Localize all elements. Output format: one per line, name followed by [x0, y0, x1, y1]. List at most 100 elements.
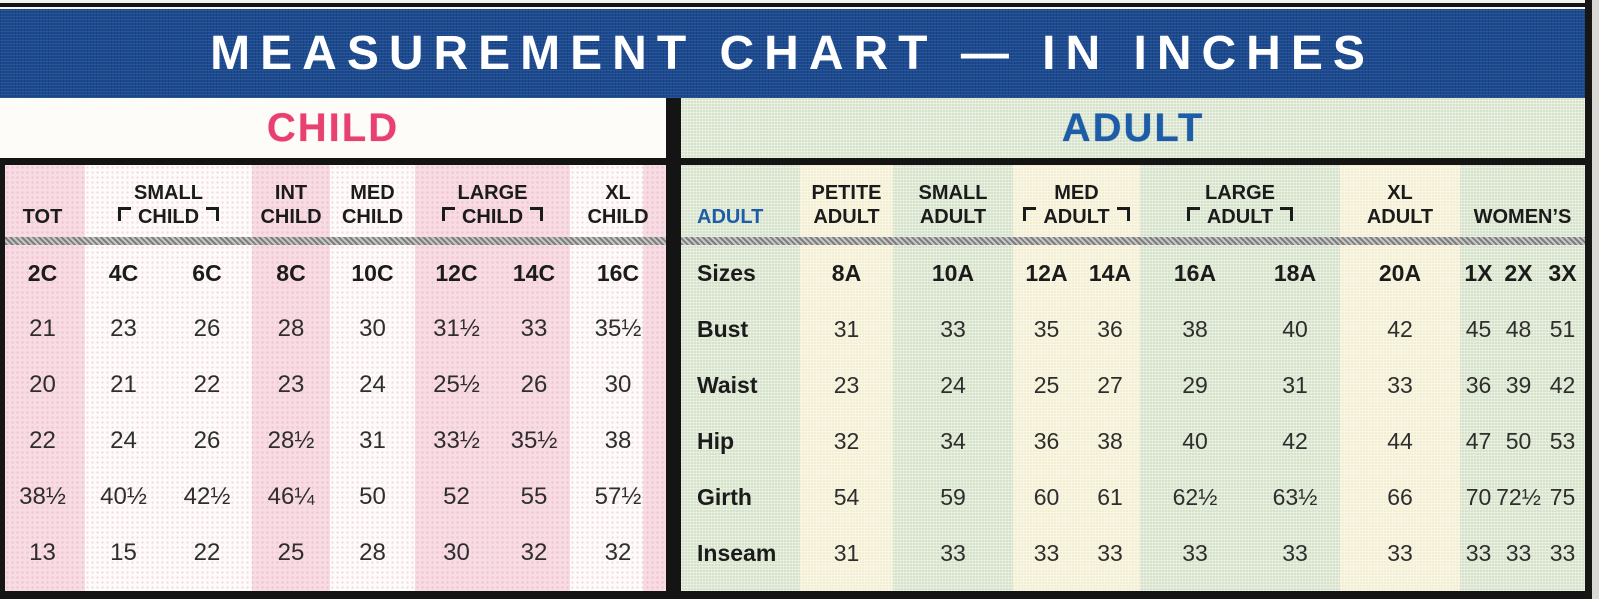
gray-rule — [0, 237, 666, 245]
child-hip-cell: 22 — [29, 427, 56, 454]
adult-row-label: Girth — [697, 483, 752, 510]
adult-inseam-cell: 33 — [1505, 539, 1532, 566]
adult-row-label: Inseam — [697, 539, 777, 566]
adult-size-cell: 20A — [1378, 259, 1422, 286]
adult-table-body: Sizes 8A 10A 12A 14A 16A 18A 20A 1X 2X 3… — [681, 245, 1585, 581]
adult-column-headers: ADULT PETITE ADULT SMALL ADULT MED — [681, 165, 1585, 237]
child-size-cell: 8C — [276, 259, 306, 286]
child-waist-cell: 24 — [359, 371, 386, 398]
group-top-label: XL — [605, 182, 631, 204]
adult-hip-cell: 36 — [1033, 427, 1060, 454]
adult-inseam-cell: 33 — [1033, 539, 1060, 566]
group-top-label: SMALL — [918, 182, 988, 204]
adult-hip-cell: 50 — [1505, 427, 1532, 454]
child-section: CHILD TOT SMALL CHILD — [0, 98, 666, 599]
adult-bust-cell: 31 — [833, 315, 860, 342]
adult-size-cell: 8A — [831, 259, 862, 286]
adult-girth-cell: 59 — [940, 483, 966, 510]
adult-bust-cell: 40 — [1282, 315, 1308, 342]
child-bust-cell: 28 — [277, 315, 305, 342]
child-size-cell: 12C — [435, 259, 478, 286]
child-bust-cell: 23 — [110, 315, 137, 342]
adult-hip-cell: 32 — [833, 427, 860, 454]
adult-hip-cell: 47 — [1465, 427, 1492, 454]
child-table-body: 2C 4C 6C 8C 10C 12C 14C 16C 21 23 26 28 … — [0, 245, 666, 581]
adult-size-cell: 10A — [931, 259, 975, 286]
adult-waist-cell: 27 — [1097, 371, 1123, 398]
adult-waist-cell: 31 — [1282, 371, 1308, 398]
title-banner: MEASUREMENT CHART — IN INCHES — [0, 9, 1585, 98]
child-girth-cell: 38½ — [19, 483, 66, 510]
group-top-label: INT — [274, 182, 308, 204]
child-hip-cell: 35½ — [510, 427, 558, 454]
group-bottom-label: ADULT — [1206, 206, 1274, 228]
corner-bracket-left-icon — [441, 207, 455, 221]
child-section-header: CHILD — [0, 98, 666, 158]
gray-rule — [681, 237, 1585, 245]
column-group-small-adult: SMALL ADULT — [893, 165, 1013, 237]
group-bottom-label: ADULT — [1043, 206, 1110, 228]
group-top-label: MED — [1054, 182, 1099, 204]
adult-waist-cell: 24 — [940, 371, 966, 398]
group-bottom-label: ADULT — [1366, 206, 1434, 228]
child-size-cell: 14C — [512, 259, 556, 286]
adult-hip-cell: 42 — [1282, 427, 1308, 454]
child-inseam-cell: 13 — [29, 539, 56, 566]
group-label: TOT — [22, 206, 63, 228]
right-edge-rule — [1585, 0, 1592, 599]
child-hip-cell: 31 — [359, 427, 386, 454]
adult-inseam-cell: 31 — [833, 539, 860, 566]
adult-bust-cell: 33 — [940, 315, 966, 342]
child-bust-cell: 31½ — [433, 315, 480, 342]
adult-row-label: Waist — [697, 371, 758, 398]
child-waist-cell: 25½ — [433, 371, 480, 398]
column-group-xl-adult: XL ADULT — [1340, 165, 1460, 237]
column-group-large-adult: LARGE ADULT — [1140, 165, 1340, 237]
child-inseam-cell: 30 — [443, 539, 470, 566]
group-bottom-label: WOMEN’S — [1473, 206, 1572, 228]
child-inseam-cell: 32 — [604, 539, 632, 566]
adult-inseam-cell: 33 — [940, 539, 966, 566]
corner-bracket-left-icon — [1023, 207, 1037, 221]
bottom-edge-rule — [0, 591, 1592, 599]
adult-girth-cell: 75 — [1549, 483, 1576, 510]
child-inseam-cell: 22 — [193, 539, 221, 566]
child-size-cell: 6C — [192, 259, 222, 286]
adult-size-cell: 12A — [1025, 259, 1068, 286]
adult-bust-cell: 51 — [1549, 315, 1576, 342]
column-group-small-child: SMALL CHILD — [85, 165, 252, 237]
adult-size-cell: 2X — [1504, 259, 1533, 286]
adult-size-cell: 3X — [1548, 259, 1577, 286]
group-label: ADULT — [697, 206, 764, 228]
adult-hip-cell: 40 — [1182, 427, 1208, 454]
adult-row-label: Sizes — [697, 259, 756, 286]
adult-girth-cell: 60 — [1033, 483, 1060, 510]
chart-content: CHILD TOT SMALL CHILD — [0, 98, 1585, 599]
adult-corner-label: ADULT — [681, 165, 800, 237]
adult-row-label: Bust — [697, 315, 749, 342]
adult-inseam-cell: 33 — [1465, 539, 1492, 566]
child-girth-cell: 46¼ — [267, 483, 315, 510]
child-hip-cell: 33½ — [433, 427, 480, 454]
group-bottom-label: CHILD — [587, 206, 649, 228]
adult-table: ADULT PETITE ADULT SMALL ADULT MED — [681, 165, 1585, 599]
adult-waist-cell: 23 — [833, 371, 860, 398]
page-title: MEASUREMENT CHART — IN INCHES — [210, 27, 1375, 80]
child-hip-cell: 24 — [110, 427, 137, 454]
corner-bracket-right-icon — [530, 207, 544, 221]
adult-waist-cell: 36 — [1465, 371, 1492, 398]
adult-bust-cell: 35 — [1033, 315, 1060, 342]
child-size-cell: 16C — [596, 259, 640, 286]
adult-waist-cell: 25 — [1033, 371, 1060, 398]
adult-size-cell: 14A — [1088, 259, 1132, 286]
child-waist-cell: 20 — [29, 371, 56, 398]
adult-row-label: Hip — [697, 427, 735, 454]
child-inseam-cell: 25 — [277, 539, 305, 566]
adult-girth-cell: 63½ — [1272, 483, 1318, 510]
adult-size-cell: 18A — [1273, 259, 1317, 286]
corner-bracket-left-icon — [117, 207, 131, 221]
group-bottom-label: CHILD — [341, 206, 404, 228]
adult-waist-cell: 39 — [1505, 371, 1532, 398]
adult-bust-cell: 36 — [1097, 315, 1123, 342]
